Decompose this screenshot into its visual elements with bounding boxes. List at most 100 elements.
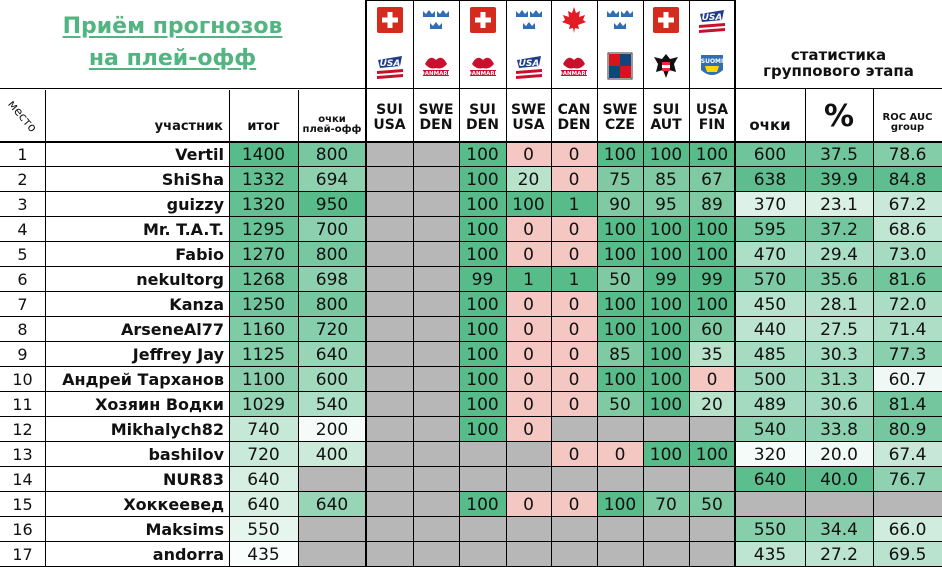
row-match-2: 100: [459, 242, 506, 267]
grid-line: [597, 0, 598, 567]
row-group-percent: 31.3: [805, 367, 873, 392]
row-match-4: 0: [551, 342, 597, 367]
row-playoff-points: 540: [298, 392, 366, 417]
row-match-2: [459, 517, 506, 542]
row-match-2: 100: [459, 317, 506, 342]
row-match-5: 75: [597, 167, 643, 192]
row-total: 1250: [229, 292, 298, 317]
row-total: 1268: [229, 267, 298, 292]
row-match-7: 50: [689, 492, 735, 517]
row-match-2: 100: [459, 392, 506, 417]
row-roc-auc: 81.4: [873, 392, 942, 417]
row-total: 1332: [229, 167, 298, 192]
row-match-2: 100: [459, 142, 506, 167]
row-match-0: [366, 192, 413, 217]
row-group-points: 640: [735, 467, 805, 492]
svg-text:DANMARK: DANMARK: [558, 71, 590, 77]
svg-text:USA: USA: [702, 13, 723, 23]
row-playoff-points: 800: [298, 292, 366, 317]
swiss-flag-icon: [467, 4, 499, 41]
row-total: 550: [229, 517, 298, 542]
row-roc-auc: 77.3: [873, 342, 942, 367]
row-group-percent: 40.0: [805, 467, 873, 492]
row-playoff-points: 640: [298, 342, 366, 367]
match-label-1: SWE DEN: [418, 102, 454, 133]
row-match-6: [643, 467, 689, 492]
grid-line: [365, 0, 736, 1]
row-match-7: 100: [689, 292, 735, 317]
grid-line: [459, 0, 460, 567]
row-participant-name: Vertil: [45, 142, 229, 167]
row-total: 740: [229, 417, 298, 442]
row-total: 1029: [229, 392, 298, 417]
svg-text:DANMARK: DANMARK: [467, 71, 499, 77]
row-match-5: 50: [597, 267, 643, 292]
row-place: 8: [0, 317, 45, 342]
row-total: 640: [229, 467, 298, 492]
row-match-6: 100: [643, 292, 689, 317]
row-match-7: [689, 542, 735, 567]
row-match-4: 0: [551, 442, 597, 467]
row-participant-name: nekultorg: [45, 267, 229, 292]
grid-line: [0, 541, 942, 542]
row-match-2: 100: [459, 217, 506, 242]
grid-line: [298, 90, 299, 567]
svg-text:USA: USA: [379, 59, 400, 69]
row-match-3: 0: [506, 292, 551, 317]
row-match-4: [551, 542, 597, 567]
row-group-points: 370: [735, 192, 805, 217]
match-label-4: CAN DEN: [557, 102, 591, 133]
grid-line: [0, 241, 942, 242]
row-match-5: 85: [597, 342, 643, 367]
row-match-7: [689, 417, 735, 442]
row-match-3: [506, 467, 551, 492]
row-match-3: 0: [506, 242, 551, 267]
row-match-5: [597, 542, 643, 567]
sweden-crowns-logo-icon: [420, 4, 452, 41]
row-group-percent: 29.4: [805, 242, 873, 267]
row-total: 1270: [229, 242, 298, 267]
row-group-percent: [805, 492, 873, 517]
row-match-0: [366, 442, 413, 467]
row-participant-name: Андрей Тарханов: [45, 367, 229, 392]
row-match-6: 100: [643, 367, 689, 392]
row-playoff-points: 950: [298, 192, 366, 217]
row-match-2: [459, 542, 506, 567]
row-match-0: [366, 217, 413, 242]
grid-line: [0, 291, 942, 292]
row-roc-auc: 60.7: [873, 367, 942, 392]
canada-flag-icon: [558, 4, 590, 41]
finland-hockey-logo-icon: SUOMI: [696, 50, 728, 87]
usa-hockey-logo-icon: USA: [374, 50, 406, 87]
row-total: 1125: [229, 342, 298, 367]
row-place: 1: [0, 142, 45, 167]
row-match-3: 1: [506, 267, 551, 292]
header-percent: %: [823, 99, 855, 135]
row-match-0: [366, 542, 413, 567]
swiss-flag-icon: [374, 4, 406, 41]
row-place: 6: [0, 267, 45, 292]
grid-line: [805, 88, 806, 567]
grid-line: [689, 0, 690, 567]
header-group-stats: статистика группового этапа: [763, 46, 914, 80]
row-match-7: 0: [689, 367, 735, 392]
row-place: 17: [0, 542, 45, 567]
row-place: 12: [0, 417, 45, 442]
row-playoff-points: 800: [298, 242, 366, 267]
row-match-1: [413, 542, 459, 567]
row-match-1: [413, 192, 459, 217]
row-match-4: 0: [551, 392, 597, 417]
row-match-3: [506, 517, 551, 542]
row-match-2: 100: [459, 417, 506, 442]
row-match-3: 0: [506, 492, 551, 517]
row-group-points: 450: [735, 292, 805, 317]
row-match-1: [413, 442, 459, 467]
row-participant-name: Mr. T.A.T.: [45, 217, 229, 242]
row-match-5: 50: [597, 392, 643, 417]
row-total: 435: [229, 542, 298, 567]
row-match-3: 100: [506, 192, 551, 217]
row-match-5: 100: [597, 217, 643, 242]
row-match-3: 0: [506, 142, 551, 167]
row-match-0: [366, 167, 413, 192]
row-match-7: 67: [689, 167, 735, 192]
